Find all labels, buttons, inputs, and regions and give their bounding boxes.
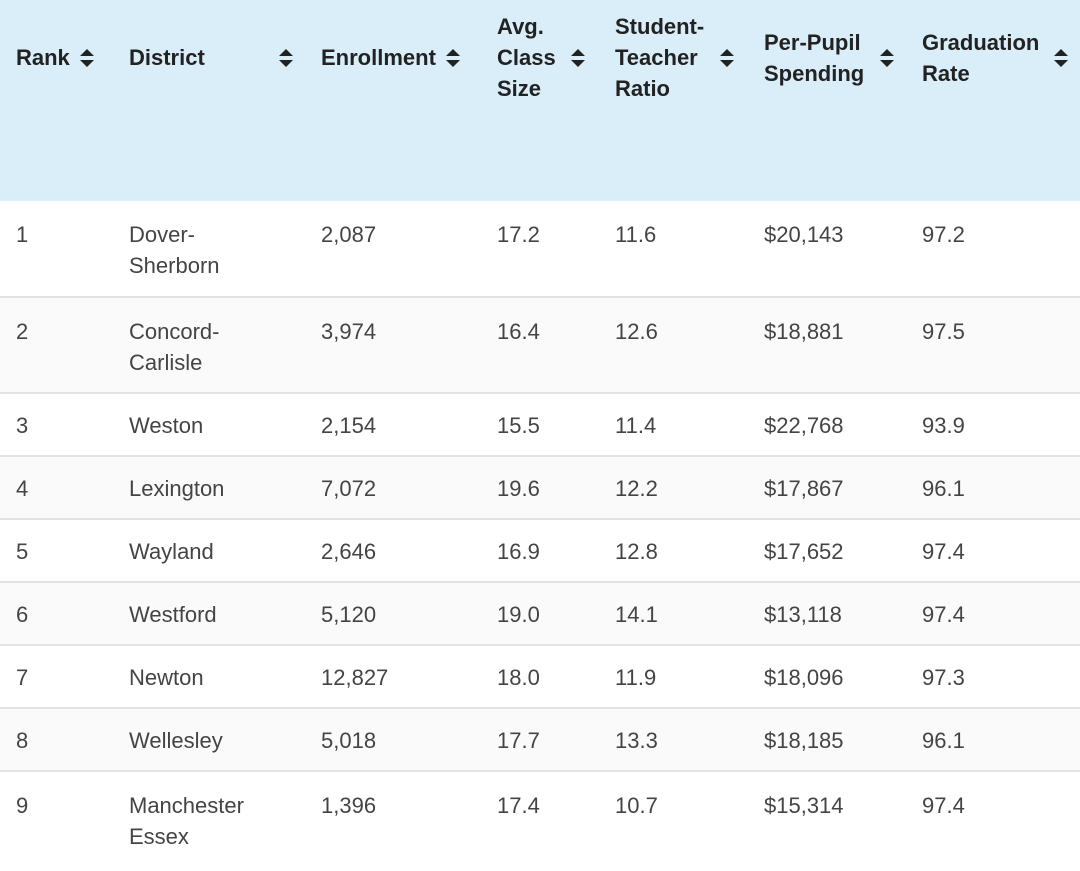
- table-header-row: Rank District Enrollment Avg. Class Size: [0, 0, 1080, 201]
- cell-district: Weston: [129, 413, 204, 438]
- cell-ratio: 13.3: [615, 728, 658, 753]
- column-header-label: Graduation Rate: [922, 30, 1040, 86]
- cell-rank: 2: [16, 319, 29, 344]
- cell-ratio: 12.6: [615, 319, 658, 344]
- sort-up-down-icon: [279, 48, 293, 67]
- cell-rank: 5: [16, 539, 29, 564]
- cell-spending: $15,314: [764, 793, 844, 818]
- table-row: 3 Weston 2,154 15.5 11.4 $22,768 93.9: [0, 393, 1080, 456]
- cell-graduation: 97.3: [922, 665, 965, 690]
- cell-rank: 1: [16, 222, 29, 247]
- cell-ratio: 11.4: [615, 413, 657, 438]
- cell-district: Manchester Essex: [129, 793, 244, 849]
- sort-up-down-icon: [79, 48, 94, 67]
- column-header-label: Enrollment: [321, 45, 436, 70]
- cell-graduation: 96.1: [922, 476, 965, 501]
- cell-spending: $18,185: [764, 728, 844, 753]
- cell-enrollment: 2,154: [321, 413, 377, 438]
- cell-graduation: 97.4: [922, 793, 965, 818]
- column-header-spending[interactable]: Per-Pupil Spending: [748, 0, 906, 201]
- column-header-rank[interactable]: Rank: [0, 0, 113, 201]
- column-header-enrollment[interactable]: Enrollment: [305, 0, 481, 201]
- sort-up-down-icon: [720, 48, 734, 67]
- cell-rank: 7: [16, 665, 29, 690]
- cell-district: Lexington: [129, 476, 225, 501]
- cell-graduation: 97.4: [922, 602, 965, 627]
- sort-up-down-icon: [571, 48, 585, 67]
- cell-class-size: 19.6: [497, 476, 540, 501]
- cell-class-size: 18.0: [497, 665, 540, 690]
- cell-enrollment: 1,396: [321, 793, 377, 818]
- cell-class-size: 16.4: [497, 319, 540, 344]
- cell-district: Dover-Sherborn: [129, 222, 220, 278]
- cell-spending: $17,652: [764, 539, 844, 564]
- column-header-class-size[interactable]: Avg. Class Size: [481, 0, 599, 201]
- sort-up-down-icon: [880, 49, 894, 67]
- cell-enrollment: 7,072: [321, 476, 377, 501]
- cell-graduation: 96.1: [922, 728, 965, 753]
- column-header-label: Rank: [16, 45, 70, 70]
- table-row: 1 Dover-Sherborn 2,087 17.2 11.6 $20,143…: [0, 201, 1080, 297]
- cell-spending: $18,881: [764, 319, 844, 344]
- sort-up-down-icon: [445, 48, 460, 67]
- cell-enrollment: 2,087: [321, 222, 377, 247]
- cell-spending: $17,867: [764, 476, 844, 501]
- cell-class-size: 15.5: [497, 413, 540, 438]
- cell-enrollment: 12,827: [321, 665, 389, 690]
- column-header-graduation[interactable]: Graduation Rate: [906, 0, 1080, 201]
- cell-class-size: 16.9: [497, 539, 540, 564]
- cell-district: Wellesley: [129, 728, 223, 753]
- column-header-label: Per-Pupil Spending: [764, 30, 865, 86]
- sort-up-down-icon: [1054, 49, 1068, 67]
- cell-spending: $18,096: [764, 665, 844, 690]
- cell-ratio: 12.2: [615, 476, 658, 501]
- cell-spending: $13,118: [764, 602, 842, 627]
- cell-spending: $22,768: [764, 413, 844, 438]
- cell-rank: 3: [16, 413, 29, 438]
- table-row: 7 Newton 12,827 18.0 11.9 $18,096 97.3: [0, 645, 1080, 708]
- cell-rank: 9: [16, 793, 29, 818]
- column-header-label: Student-Teacher Ratio: [615, 14, 705, 101]
- column-header-ratio[interactable]: Student-Teacher Ratio: [599, 0, 748, 201]
- cell-class-size: 17.7: [497, 728, 540, 753]
- cell-rank: 4: [16, 476, 29, 501]
- cell-enrollment: 5,018: [321, 728, 377, 753]
- cell-district: Westford: [129, 602, 217, 627]
- table-row: 2 Concord-Carlisle 3,974 16.4 12.6 $18,8…: [0, 297, 1080, 393]
- cell-graduation: 97.2: [922, 222, 965, 247]
- cell-ratio: 10.7: [615, 793, 658, 818]
- cell-ratio: 11.9: [615, 665, 657, 690]
- cell-district: Wayland: [129, 539, 214, 564]
- cell-graduation: 97.4: [922, 539, 965, 564]
- table-row: 8 Wellesley 5,018 17.7 13.3 $18,185 96.1: [0, 708, 1080, 771]
- cell-ratio: 12.8: [615, 539, 658, 564]
- table-row: 4 Lexington 7,072 19.6 12.2 $17,867 96.1: [0, 456, 1080, 519]
- cell-class-size: 19.0: [497, 602, 540, 627]
- cell-class-size: 17.4: [497, 793, 540, 818]
- cell-ratio: 11.6: [615, 222, 657, 247]
- cell-graduation: 93.9: [922, 413, 965, 438]
- cell-enrollment: 2,646: [321, 539, 377, 564]
- cell-spending: $20,143: [764, 222, 844, 247]
- column-header-label: Avg. Class Size: [497, 14, 556, 101]
- table-row: 6 Westford 5,120 19.0 14.1 $13,118 97.4: [0, 582, 1080, 645]
- column-header-label: District: [129, 45, 205, 70]
- cell-class-size: 17.2: [497, 222, 540, 247]
- column-header-district[interactable]: District: [113, 0, 305, 201]
- cell-rank: 6: [16, 602, 29, 627]
- cell-district: Concord-Carlisle: [129, 319, 220, 375]
- cell-rank: 8: [16, 728, 29, 753]
- cell-ratio: 14.1: [615, 602, 658, 627]
- table-row: 5 Wayland 2,646 16.9 12.8 $17,652 97.4: [0, 519, 1080, 582]
- cell-enrollment: 3,974: [321, 319, 377, 344]
- table-row: 9 Manchester Essex 1,396 17.4 10.7 $15,3…: [0, 771, 1080, 867]
- cell-graduation: 97.5: [922, 319, 965, 344]
- cell-enrollment: 5,120: [321, 602, 377, 627]
- cell-district: Newton: [129, 665, 204, 690]
